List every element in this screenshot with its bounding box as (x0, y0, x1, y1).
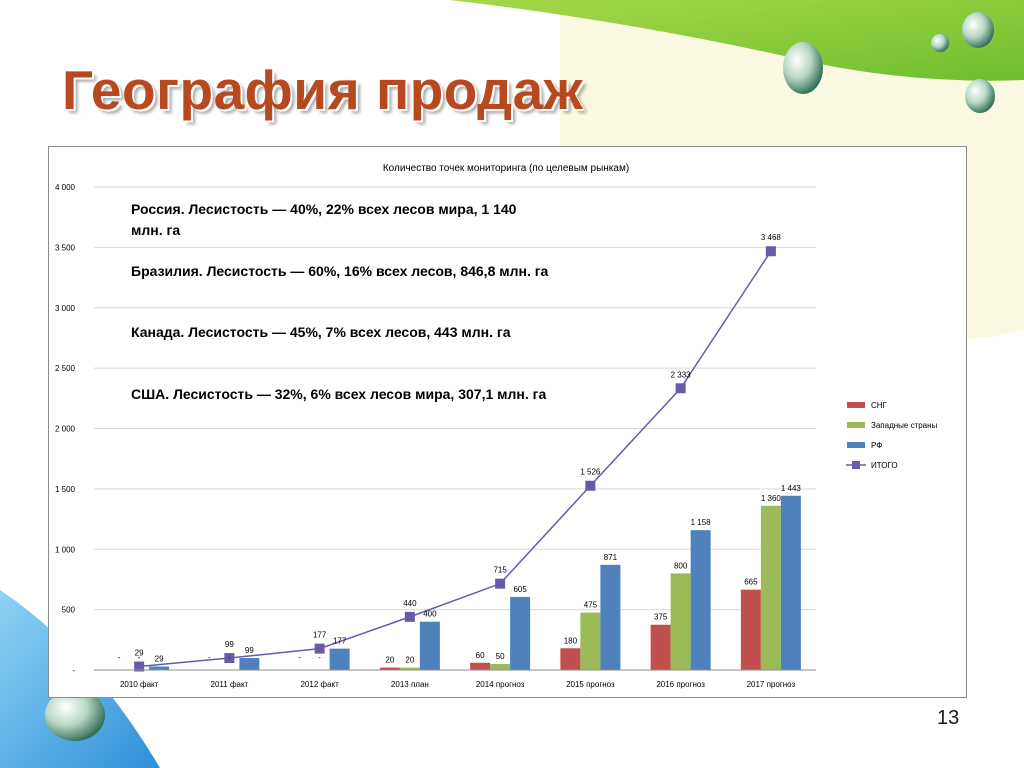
data-label: 1 443 (781, 484, 802, 493)
y-tick-label: 3 500 (55, 243, 76, 252)
data-label: - (138, 653, 141, 662)
data-label: - (228, 653, 231, 662)
water-drop-icon (45, 689, 105, 741)
bar-Западные страны (670, 573, 691, 670)
y-tick-label: 4 000 (55, 183, 76, 192)
data-label: 29 (155, 654, 164, 663)
annotation-brazil: Бразилия. Лесистость — 60%, 16% всех лес… (131, 263, 549, 279)
bar-СНГ (740, 589, 761, 670)
x-tick-label: 2011 факт (211, 680, 249, 689)
bar-СНГ (379, 667, 400, 670)
data-label: 665 (744, 578, 758, 587)
slide-title: География продаж (62, 59, 584, 121)
bar-РФ (600, 564, 621, 670)
bar-РФ (149, 666, 170, 670)
data-label: - (208, 653, 211, 662)
y-tick-label: 1 500 (55, 485, 76, 494)
data-label: 99 (245, 646, 254, 655)
annotation-canada: Канада. Лесистость — 45%, 7% всех лесов,… (131, 324, 511, 340)
legend-marker (852, 461, 860, 469)
data-label: 177 (313, 631, 327, 640)
bar-РФ (419, 621, 440, 670)
bar-РФ (510, 596, 531, 670)
data-label: 440 (403, 599, 417, 608)
legend-label: Западные страны (871, 421, 938, 430)
chart-svg: Количество точек мониторинга (по целевым… (55, 163, 938, 689)
legend-label: СНГ (871, 401, 888, 410)
data-label: 60 (476, 651, 485, 660)
annotation-usa: США. Лесистость — 32%, 6% всех лесов мир… (131, 386, 547, 402)
data-label: 400 (423, 610, 437, 619)
bar-РФ (780, 495, 801, 670)
x-tick-label: 2010 факт (120, 680, 159, 689)
bar-СНГ (470, 662, 491, 670)
bar-СНГ (650, 624, 671, 670)
data-label: - (298, 653, 301, 662)
y-tick-label: 500 (62, 606, 76, 615)
y-tick-label: 2 500 (55, 364, 76, 373)
data-label: 2 333 (671, 370, 692, 379)
data-label: 1 158 (691, 518, 712, 527)
page-number: 13 (937, 707, 960, 729)
data-label: 800 (674, 561, 688, 570)
data-label: - (118, 653, 121, 662)
line-marker (765, 246, 776, 257)
line-marker (495, 578, 506, 589)
water-drop-icon (965, 79, 995, 113)
line-marker (675, 383, 686, 394)
bar-СНГ (560, 648, 581, 670)
bar-РФ (690, 530, 711, 670)
data-label: 1 360 (761, 494, 782, 503)
annotation-russia: Россия. Лесистость — 40%, 22% всех лесов… (131, 201, 517, 238)
legend-swatch (847, 422, 865, 428)
data-label: 50 (496, 652, 505, 661)
legend-swatch (847, 442, 865, 448)
bar-Западные страны (760, 505, 781, 670)
data-label: 3 468 (761, 233, 782, 242)
legend-swatch (847, 402, 865, 408)
data-label: - (318, 653, 321, 662)
bar-Западные страны (490, 663, 511, 670)
line-marker (404, 611, 415, 622)
y-tick-label: 3 000 (55, 304, 76, 313)
x-tick-label: 2013 план (391, 680, 429, 689)
y-tick-label: 2 000 (55, 425, 76, 434)
data-label: 177 (333, 637, 347, 646)
line-marker (585, 480, 596, 491)
data-label: 180 (564, 636, 578, 645)
data-label: 715 (493, 566, 507, 575)
x-tick-label: 2012 факт (300, 680, 339, 689)
bar-РФ (329, 648, 350, 670)
data-label: 99 (225, 640, 234, 649)
data-label: 375 (654, 613, 668, 622)
data-label: 29 (135, 648, 144, 657)
chart-title: Количество точек мониторинга (по целевым… (383, 163, 629, 174)
water-drop-icon (783, 42, 823, 94)
x-tick-label: 2017 прогноз (747, 680, 796, 689)
x-tick-label: 2015 прогноз (566, 680, 615, 689)
bar-РФ (239, 658, 260, 670)
legend-label: ИТОГО (871, 461, 898, 470)
y-tick-label: - (72, 666, 75, 675)
x-tick-label: 2014 прогноз (476, 680, 525, 689)
water-drop-icon (931, 34, 949, 52)
bar-Западные страны (580, 612, 601, 670)
data-label: 20 (385, 656, 394, 665)
chart-area: Количество точек мониторинга (по целевым… (48, 146, 967, 698)
line-series-total (139, 250, 772, 668)
data-label: 871 (604, 553, 618, 562)
x-tick-label: 2016 прогноз (656, 680, 705, 689)
data-label: 20 (405, 656, 414, 665)
data-label: 605 (513, 585, 527, 594)
y-tick-label: 1 000 (55, 545, 76, 554)
water-drop-icon (962, 12, 994, 48)
bar-Западные страны (399, 667, 420, 670)
line-marker (314, 643, 325, 654)
line-marker (134, 661, 145, 672)
data-label: 475 (584, 601, 598, 610)
line-marker (224, 653, 235, 664)
data-label: 1 526 (580, 468, 601, 477)
legend-label: РФ (871, 441, 882, 450)
